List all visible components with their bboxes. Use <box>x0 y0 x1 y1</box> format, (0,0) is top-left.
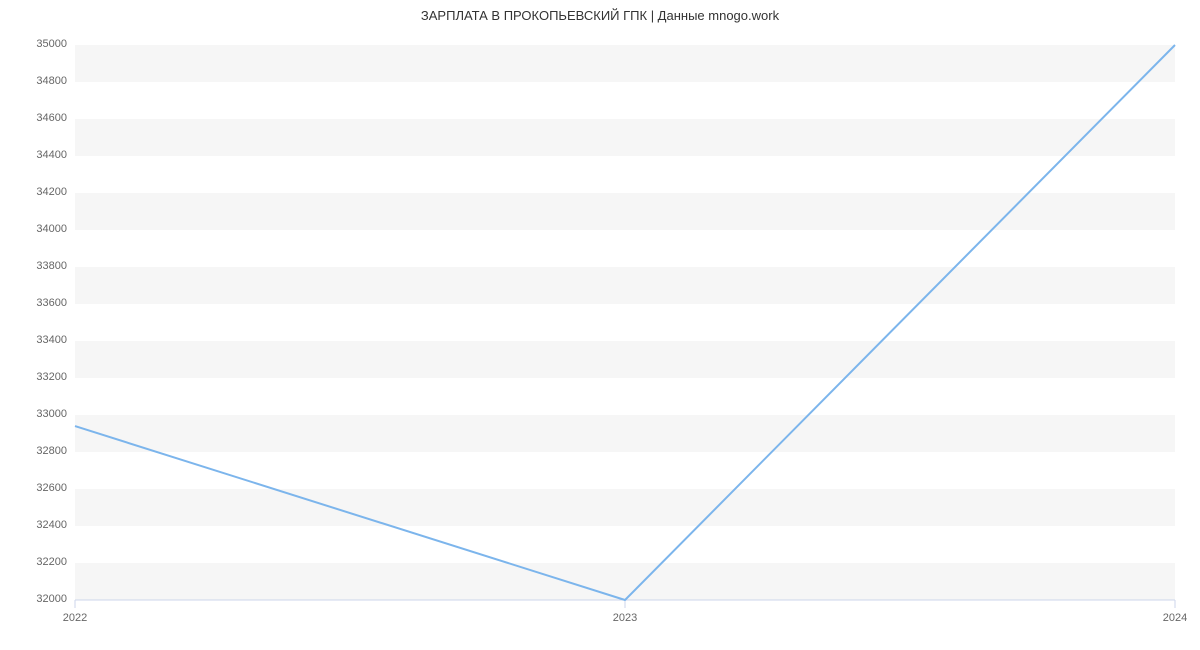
y-tick-label: 34600 <box>17 112 67 124</box>
y-tick-label: 32600 <box>17 482 67 494</box>
x-tick-label: 2024 <box>1163 612 1187 624</box>
x-tick-label: 2023 <box>613 612 637 624</box>
y-tick-label: 32000 <box>17 593 67 605</box>
y-tick-label: 33800 <box>17 260 67 272</box>
y-tick-label: 35000 <box>17 38 67 50</box>
y-tick-label: 34800 <box>17 75 67 87</box>
y-tick-label: 33000 <box>17 408 67 420</box>
x-tick-label: 2022 <box>63 612 87 624</box>
y-tick-label: 33200 <box>17 371 67 383</box>
y-tick-label: 32400 <box>17 519 67 531</box>
y-tick-label: 33600 <box>17 297 67 309</box>
y-tick-label: 32800 <box>17 445 67 457</box>
y-tick-label: 34400 <box>17 149 67 161</box>
y-tick-label: 33400 <box>17 334 67 346</box>
y-tick-label: 34200 <box>17 186 67 198</box>
y-tick-label: 32200 <box>17 556 67 568</box>
y-tick-label: 34000 <box>17 223 67 235</box>
chart-plot-area <box>0 0 1200 650</box>
salary-line-chart: ЗАРПЛАТА В ПРОКОПЬЕВСКИЙ ГПК | Данные mn… <box>0 0 1200 650</box>
